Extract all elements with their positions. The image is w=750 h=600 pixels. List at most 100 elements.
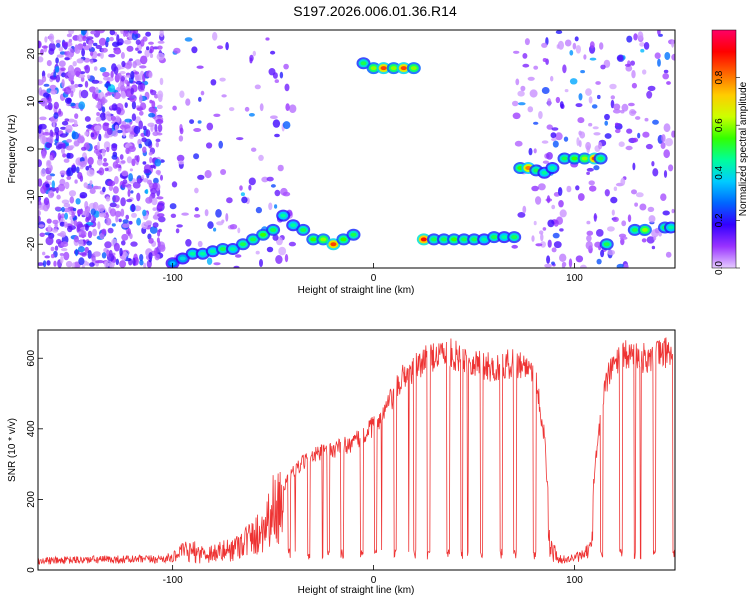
noise-blob — [102, 71, 110, 78]
noise-blob — [258, 154, 264, 161]
noise-blob — [575, 185, 580, 191]
noise-blob — [97, 186, 102, 190]
noise-blob — [86, 169, 95, 177]
noise-blob — [206, 257, 213, 265]
noise-blob — [152, 222, 159, 228]
noise-blob — [105, 217, 112, 226]
noise-blob — [529, 89, 538, 98]
noise-blob — [96, 112, 100, 116]
noise-blob — [129, 94, 137, 103]
noise-blob — [62, 153, 67, 158]
noise-blob — [46, 60, 52, 67]
noise-blob — [102, 148, 106, 157]
noise-blob — [104, 241, 112, 249]
noise-blob — [43, 83, 50, 87]
noise-blob — [78, 257, 85, 266]
noise-blob — [597, 94, 601, 100]
noise-blob — [66, 138, 72, 143]
noise-blob — [248, 177, 256, 186]
noise-blob — [44, 36, 48, 43]
noise-blob — [533, 220, 537, 226]
noise-blob — [254, 84, 261, 90]
noise-blob — [647, 206, 655, 212]
noise-blob — [55, 133, 60, 142]
noise-blob — [74, 44, 81, 54]
track-peak — [250, 237, 256, 242]
noise-blob — [274, 79, 279, 83]
noise-blob — [89, 86, 96, 93]
noise-blob — [84, 116, 91, 122]
snr-panel: -100 0 100 0 200 400 600 Height of straight l… — [7, 329, 676, 596]
track-peak — [400, 66, 407, 71]
track-peak — [481, 237, 488, 242]
noise-blob — [148, 71, 153, 79]
noise-blob — [75, 198, 81, 205]
noise-blob — [45, 159, 52, 169]
noise-blob — [69, 145, 75, 149]
noise-blob — [515, 78, 520, 86]
noise-blob — [607, 249, 615, 256]
noise-blob — [145, 197, 153, 204]
noise-blob — [124, 79, 129, 85]
noise-blob — [179, 127, 184, 135]
noise-blob — [662, 210, 670, 216]
noise-blob — [135, 80, 143, 85]
noise-blob — [58, 60, 66, 67]
noise-blob — [159, 30, 164, 38]
noise-blob — [61, 147, 65, 155]
noise-blob — [207, 221, 214, 229]
noise-blob — [71, 164, 77, 174]
noise-blob — [589, 185, 597, 192]
noise-blob — [75, 248, 78, 257]
noise-blob — [156, 205, 163, 209]
noise-blob — [154, 158, 162, 167]
noise-blob — [135, 39, 141, 45]
noise-blob — [517, 212, 526, 218]
noise-blob — [54, 245, 59, 251]
noise-blob — [130, 87, 135, 95]
noise-blob — [546, 195, 551, 204]
noise-blob — [613, 186, 618, 192]
noise-blob — [279, 71, 284, 79]
noise-blob — [66, 152, 71, 159]
noise-blob — [599, 42, 604, 50]
noise-blob — [76, 166, 80, 174]
noise-blob — [658, 231, 662, 237]
noise-blob — [213, 227, 217, 232]
noise-blob — [612, 216, 619, 222]
noise-blob — [533, 121, 539, 125]
noise-blob — [206, 142, 213, 149]
noise-blob — [623, 263, 629, 268]
noise-blob — [665, 251, 672, 258]
noise-blob — [585, 88, 592, 96]
noise-blob — [154, 211, 160, 220]
noise-blob — [555, 30, 563, 34]
noise-blob — [130, 203, 136, 212]
noise-blob — [513, 50, 520, 54]
noise-blob — [89, 262, 95, 267]
noise-blob — [210, 79, 217, 86]
y-tick-label: -10 — [26, 189, 37, 204]
noise-blob — [141, 175, 145, 179]
noise-blob — [42, 260, 47, 268]
noise-blob — [111, 154, 118, 160]
noise-blob — [50, 192, 55, 197]
noise-blob — [151, 100, 156, 109]
noise-blob — [547, 219, 555, 228]
noise-blob — [66, 175, 72, 180]
noise-blob — [540, 241, 546, 248]
noise-blob — [568, 258, 573, 268]
noise-blob — [141, 221, 148, 230]
noise-blob — [38, 262, 45, 266]
noise-blob — [278, 246, 287, 256]
noise-blob — [55, 238, 62, 245]
track-peak — [541, 170, 548, 175]
noise-blob — [559, 228, 564, 232]
noise-blob — [79, 252, 87, 256]
noise-blob — [142, 209, 147, 217]
noise-blob — [121, 240, 126, 246]
noise-blob — [283, 63, 289, 70]
noise-blob — [644, 117, 649, 122]
noise-blob — [618, 141, 625, 147]
noise-blob — [122, 219, 129, 224]
